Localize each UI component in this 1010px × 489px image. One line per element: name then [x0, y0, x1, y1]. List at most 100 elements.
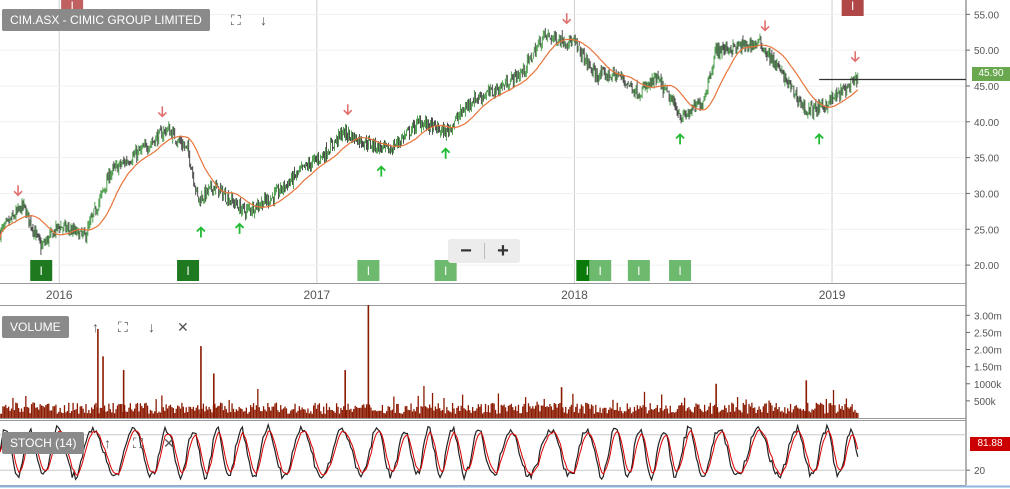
volume-bar: [295, 412, 298, 418]
volume-bar: [711, 413, 713, 418]
volume-bar: [725, 408, 727, 418]
volume-bar: [523, 403, 525, 418]
volume-bar: [363, 404, 365, 418]
volume-bar: [748, 403, 750, 418]
volume-bar: [587, 404, 590, 418]
stoch-value-tag: 81.88: [970, 437, 1010, 451]
volume-bar: [479, 406, 481, 418]
volume-bar: [721, 409, 723, 418]
volume-bar: [111, 412, 113, 418]
volume-bar: [50, 410, 53, 418]
volume-bar: [464, 409, 467, 418]
volume-bar: [630, 413, 633, 418]
zoom-in-button[interactable]: +: [497, 240, 509, 262]
volume-bar: [348, 409, 351, 418]
volume-bar: [484, 403, 487, 418]
arrow-up-icon[interactable]: ↑: [92, 319, 99, 335]
volume-bar: [649, 403, 651, 418]
arrow-up-icon[interactable]: ↑: [104, 435, 111, 451]
volume-bar: [313, 405, 315, 418]
volume-bar: [281, 409, 283, 418]
volume-bar: [489, 412, 491, 418]
buy-signal-arrow: [376, 165, 386, 177]
volume-bar: [847, 407, 849, 418]
volume-bar: [450, 412, 452, 418]
top-event-marker-label: I: [70, 0, 73, 13]
volume-bar: [522, 406, 524, 418]
stoch-label[interactable]: STOCH (14): [2, 432, 85, 454]
volume-bar: [592, 405, 594, 418]
volume-bar: [756, 409, 759, 418]
volume-label[interactable]: VOLUME: [2, 316, 69, 338]
buy-signal-arrow: [814, 133, 824, 145]
volume-bar: [66, 410, 69, 418]
zoom-out-button[interactable]: −: [460, 240, 472, 262]
buy-signal-arrow: [196, 226, 206, 238]
volume-bar: [732, 403, 734, 418]
volume-bar: [449, 411, 451, 418]
volume-bar: [350, 408, 352, 418]
volume-bar: [53, 406, 56, 418]
zoom-divider: [484, 243, 485, 259]
volume-bar: [60, 412, 63, 418]
volume-bar: [441, 409, 444, 418]
volume-bar: [292, 409, 295, 418]
volume-bar: [570, 404, 573, 418]
volume-bar: [685, 410, 687, 418]
fullscreen-icon[interactable]: ⛶: [133, 435, 143, 451]
volume-bar: [113, 413, 116, 418]
volume-bar: [695, 403, 697, 418]
volume-bar: [527, 403, 530, 418]
volume-bar: [264, 409, 266, 418]
volume-bar: [496, 413, 498, 418]
volume-bar: [746, 413, 749, 418]
volume-bar: [716, 407, 719, 418]
volume-bar: [466, 410, 468, 418]
volume-bar: [669, 405, 671, 418]
volume-bar: [36, 407, 38, 418]
volume-bar: [166, 408, 169, 418]
arrow-down-icon[interactable]: ↓: [260, 12, 267, 28]
volume-bar: [842, 409, 845, 418]
volume-bar: [343, 406, 345, 418]
volume-bar: [377, 410, 379, 418]
chart-title[interactable]: CIM.ASX - CIMIC GROUP LIMITED: [2, 9, 210, 31]
volume-bar: [635, 410, 637, 418]
volume-bar: [852, 411, 855, 418]
volume-bar: [328, 407, 331, 418]
volume-bar: [307, 408, 309, 418]
volume-bar: [779, 411, 782, 418]
volume-bar: [214, 403, 216, 418]
volume-bar: [512, 407, 514, 418]
volume-bar: [487, 405, 490, 418]
time-axis: 2016 2017 2018 2019: [46, 288, 846, 302]
volume-bar: [224, 406, 226, 418]
volume-bar: [294, 403, 296, 418]
volume-bar: [75, 409, 77, 418]
volume-bar: [274, 403, 276, 418]
volume-bar: [824, 413, 826, 418]
fullscreen-icon[interactable]: ⛶: [231, 12, 241, 28]
volume-bar: [696, 404, 699, 418]
volume-bar: [39, 404, 41, 418]
volume-bar: [315, 408, 318, 418]
volume-bar: [323, 406, 325, 418]
arrow-down-icon[interactable]: ↓: [148, 319, 155, 335]
volume-bar: [543, 398, 545, 418]
volume-bar: [71, 410, 73, 418]
close-icon[interactable]: ✕: [163, 435, 175, 451]
close-icon[interactable]: ✕: [177, 319, 189, 335]
volume-bar: [400, 413, 402, 418]
fullscreen-icon[interactable]: ⛶: [118, 319, 128, 335]
event-marker-label: I: [678, 264, 681, 278]
volume-bar: [198, 409, 200, 418]
volume-bar: [781, 410, 783, 418]
volume-bar: [662, 410, 664, 418]
volume-bar: [855, 412, 858, 418]
volume-bar: [244, 411, 246, 418]
volume-bar: [331, 410, 333, 418]
volume-bar: [499, 413, 501, 418]
volume-bar: [156, 413, 159, 418]
volume-bar: [327, 410, 329, 418]
volume-bar: [691, 411, 693, 418]
